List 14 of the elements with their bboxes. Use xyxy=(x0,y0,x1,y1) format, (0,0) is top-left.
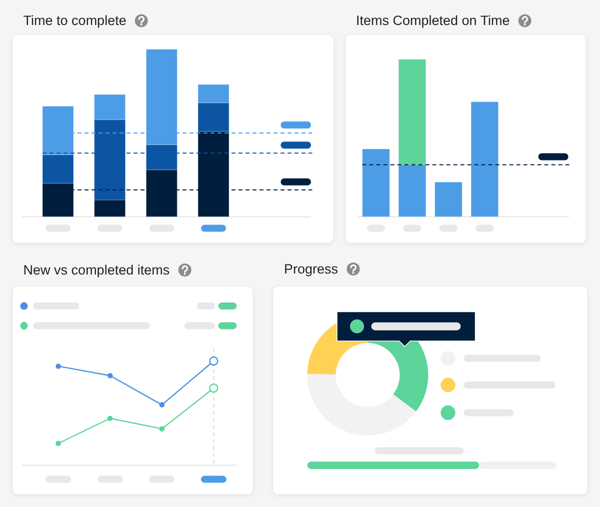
chart-title: Progress xyxy=(284,262,338,276)
bar xyxy=(470,102,499,217)
donut-slice xyxy=(307,374,416,436)
point xyxy=(107,372,113,378)
point xyxy=(159,426,165,432)
bar xyxy=(362,148,390,217)
chart-title: Time to complete xyxy=(23,13,126,28)
bar xyxy=(434,182,462,217)
chart-title: Items Completed on Time xyxy=(356,13,510,28)
point xyxy=(56,440,61,446)
point xyxy=(159,402,165,408)
point xyxy=(56,364,61,369)
point xyxy=(107,416,113,422)
chart-title: New vs completed items xyxy=(23,262,170,278)
